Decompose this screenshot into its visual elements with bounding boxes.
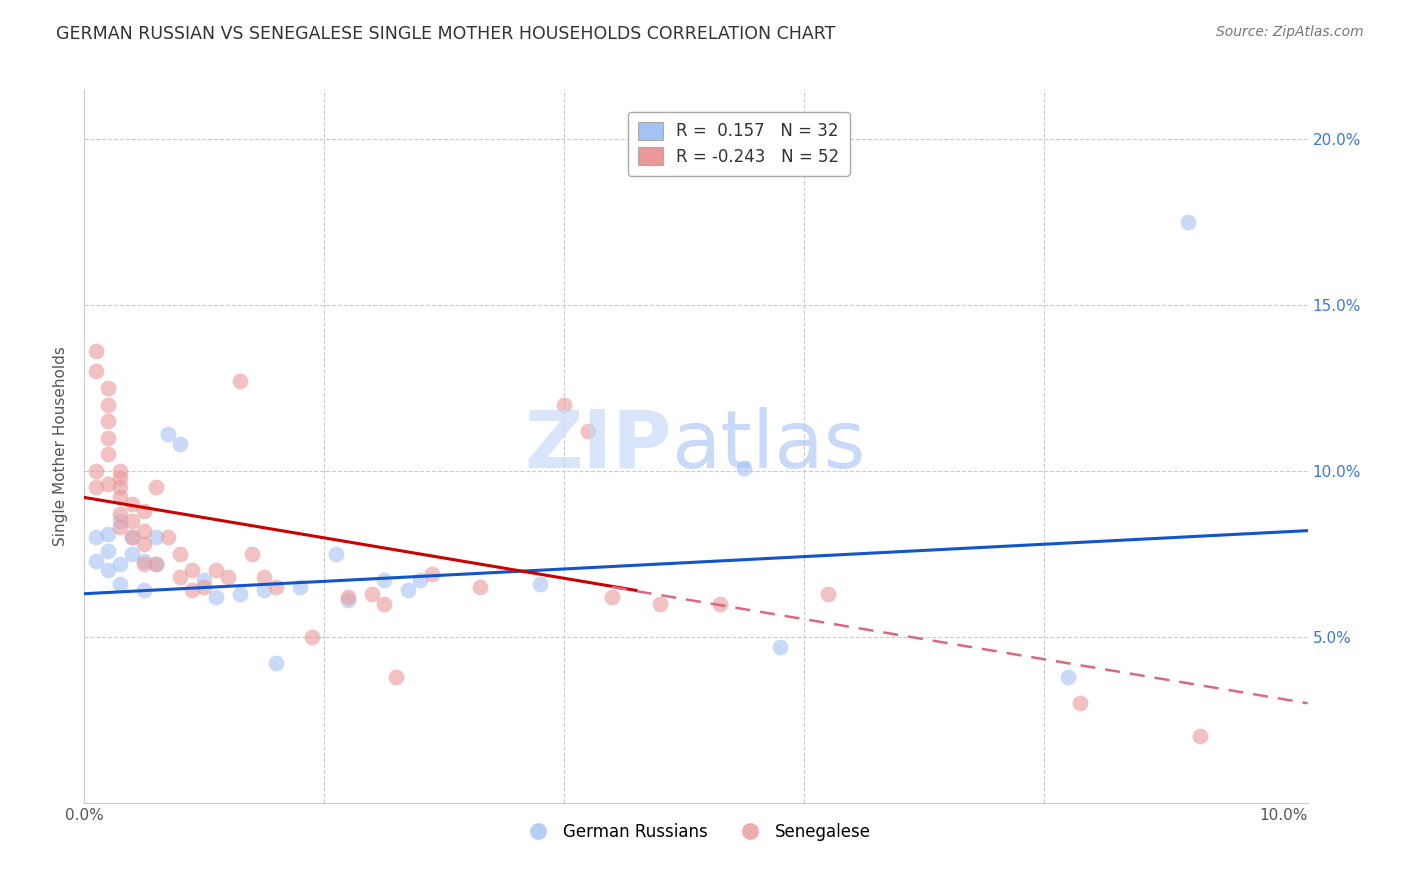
Point: [373, 574, 395, 588]
Point: [420, 566, 443, 581]
Point: [145, 557, 167, 571]
Point: [733, 460, 755, 475]
Point: [1188, 730, 1211, 744]
Point: [110, 491, 132, 505]
Point: [468, 580, 491, 594]
Point: [110, 464, 132, 478]
Point: [529, 576, 551, 591]
Point: [1177, 215, 1199, 229]
Point: [145, 481, 167, 495]
Point: [253, 570, 276, 584]
Point: [86, 530, 108, 544]
Point: [169, 547, 191, 561]
Point: [97, 397, 120, 411]
Point: [134, 537, 156, 551]
Point: [169, 570, 191, 584]
Text: GERMAN RUSSIAN VS SENEGALESE SINGLE MOTHER HOUSEHOLDS CORRELATION CHART: GERMAN RUSSIAN VS SENEGALESE SINGLE MOTH…: [56, 25, 835, 43]
Point: [193, 574, 215, 588]
Point: [817, 587, 839, 601]
Point: [181, 583, 204, 598]
Point: [253, 583, 276, 598]
Point: [110, 507, 132, 521]
Point: [373, 597, 395, 611]
Point: [157, 427, 180, 442]
Point: [97, 381, 120, 395]
Text: atlas: atlas: [672, 407, 866, 485]
Point: [110, 481, 132, 495]
Point: [217, 570, 239, 584]
Point: [337, 590, 360, 604]
Point: [205, 590, 228, 604]
Point: [553, 397, 575, 411]
Point: [97, 564, 120, 578]
Point: [121, 547, 143, 561]
Point: [110, 557, 132, 571]
Point: [1056, 670, 1078, 684]
Point: [205, 564, 228, 578]
Point: [145, 557, 167, 571]
Point: [337, 593, 360, 607]
Point: [134, 557, 156, 571]
Point: [97, 543, 120, 558]
Point: [396, 583, 419, 598]
Point: [325, 547, 347, 561]
Legend: German Russians, Senegalese: German Russians, Senegalese: [515, 817, 877, 848]
Point: [97, 431, 120, 445]
Point: [600, 590, 623, 604]
Point: [134, 504, 156, 518]
Point: [648, 597, 671, 611]
Point: [709, 597, 731, 611]
Point: [157, 530, 180, 544]
Point: [193, 580, 215, 594]
Point: [264, 580, 287, 594]
Point: [229, 374, 252, 388]
Point: [121, 530, 143, 544]
Point: [361, 587, 384, 601]
Point: [134, 553, 156, 567]
Point: [385, 670, 408, 684]
Point: [240, 547, 263, 561]
Point: [290, 580, 312, 594]
Point: [121, 497, 143, 511]
Point: [301, 630, 323, 644]
Point: [97, 527, 120, 541]
Point: [86, 464, 108, 478]
Y-axis label: Single Mother Households: Single Mother Households: [53, 346, 69, 546]
Point: [1069, 696, 1091, 710]
Point: [86, 553, 108, 567]
Point: [110, 576, 132, 591]
Point: [86, 481, 108, 495]
Text: ZIP: ZIP: [524, 407, 672, 485]
Point: [86, 364, 108, 378]
Point: [134, 524, 156, 538]
Point: [145, 530, 167, 544]
Point: [181, 564, 204, 578]
Point: [110, 514, 132, 528]
Point: [97, 447, 120, 461]
Point: [97, 477, 120, 491]
Point: [97, 414, 120, 428]
Point: [264, 657, 287, 671]
Point: [769, 640, 792, 654]
Point: [110, 520, 132, 534]
Point: [121, 530, 143, 544]
Point: [169, 437, 191, 451]
Point: [121, 514, 143, 528]
Point: [86, 344, 108, 359]
Point: [409, 574, 432, 588]
Point: [576, 424, 599, 438]
Point: [134, 583, 156, 598]
Point: [110, 470, 132, 484]
Text: Source: ZipAtlas.com: Source: ZipAtlas.com: [1216, 25, 1364, 39]
Point: [229, 587, 252, 601]
